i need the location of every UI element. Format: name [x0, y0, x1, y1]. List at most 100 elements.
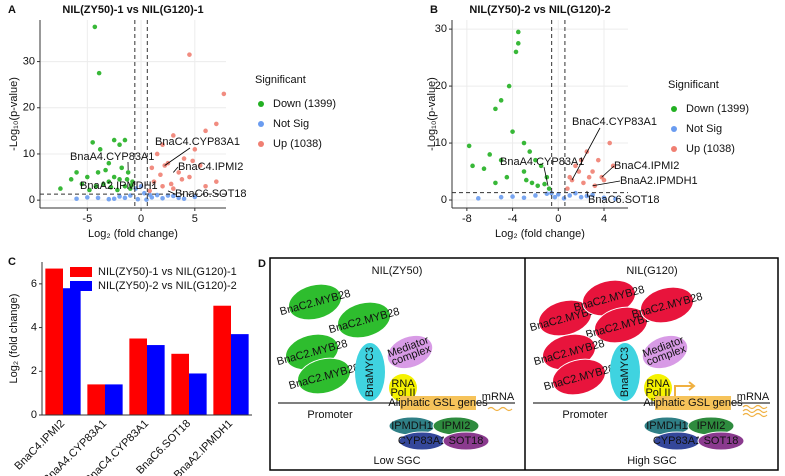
protein-shape: [552, 358, 606, 396]
panel-title: NIL(ZY50): [372, 265, 423, 277]
data-point: [181, 156, 187, 161]
y-tick-label: 20: [435, 80, 447, 92]
protein-shape: [297, 357, 351, 395]
annotation-pointer: [601, 165, 615, 178]
data-point: [504, 174, 510, 180]
data-point: [535, 183, 541, 189]
annotation: BnaC4.IPMI2: [178, 161, 243, 173]
bar: [213, 305, 231, 415]
data-point: [523, 177, 529, 183]
y-axis-label: Log₂ (fold change): [8, 294, 20, 384]
protein-label: RNA: [646, 378, 670, 390]
data-point: [117, 177, 122, 182]
annotation: BnaC4.CYP83A1: [155, 136, 240, 148]
y-tick-label: 2: [31, 365, 37, 377]
annotation-pointer: [151, 183, 155, 187]
legend-marker: [258, 121, 264, 127]
data-point: [221, 91, 227, 97]
data-point: [601, 195, 607, 201]
data-point: [176, 170, 181, 175]
annotation-pointer: [571, 127, 601, 181]
data-point: [108, 184, 114, 190]
annotation-pointer: [592, 180, 621, 187]
annotation: BnaA2.IPMDH1: [80, 180, 158, 192]
data-point: [203, 183, 208, 189]
mrna-label: mRNA: [482, 391, 515, 403]
data-point: [475, 196, 481, 201]
panel-letter: D: [258, 258, 266, 270]
data-point: [573, 163, 578, 169]
data-point: [96, 70, 102, 76]
panel-footer: High SGC: [627, 455, 677, 467]
data-point: [187, 174, 192, 180]
data-point: [106, 160, 112, 166]
protein-shape: [288, 283, 342, 321]
data-point: [79, 181, 85, 187]
annotation-pointer: [173, 166, 179, 173]
y-tick-label: 10: [435, 137, 447, 149]
data-point: [130, 179, 135, 184]
data-point: [103, 167, 108, 173]
mrna-wave: [742, 408, 768, 414]
protein-label: Pol II: [390, 387, 415, 399]
x-tick-label: -5: [82, 213, 92, 225]
diagram-frame: [269, 257, 779, 471]
data-point: [154, 192, 160, 198]
y-tick-label: 0: [441, 194, 447, 206]
data-point: [171, 186, 176, 191]
legend-label: Not Sig: [273, 118, 309, 130]
data-point: [214, 179, 219, 184]
data-point: [117, 142, 122, 148]
data-point: [68, 177, 74, 182]
data-point: [203, 128, 208, 134]
data-point: [578, 194, 584, 200]
x-axis-label: Log₂ (fold change): [88, 228, 178, 240]
annotation: BnaC6.SOT18: [175, 188, 247, 200]
data-point: [581, 180, 586, 186]
legend-label: Up (1038): [686, 143, 735, 155]
data-point: [510, 129, 515, 134]
legend-label: Down (1399): [273, 98, 336, 110]
data-point: [533, 193, 538, 198]
data-point: [595, 157, 601, 163]
data-point: [115, 187, 120, 193]
data-point: [533, 157, 538, 163]
enzyme-label: IPMDH1: [391, 420, 433, 432]
y-tick-label: 30: [435, 23, 447, 35]
annotation-pointer: [164, 147, 191, 166]
data-point: [187, 52, 192, 57]
data-point: [487, 152, 493, 157]
data-point: [154, 151, 160, 157]
y-tick-label: 20: [23, 102, 35, 114]
data-point: [192, 147, 198, 152]
data-point: [586, 174, 592, 180]
data-point: [521, 195, 527, 201]
data-point: [565, 186, 570, 191]
bar: [147, 345, 165, 415]
data-point: [542, 181, 547, 187]
annotation: BnaA4.CYP83A1: [70, 151, 154, 163]
data-point: [92, 24, 98, 30]
enzyme-label: CYP83A1: [398, 435, 446, 447]
x-tick-label: 5: [192, 213, 198, 225]
data-point: [85, 174, 90, 180]
rna-pol-ii: [389, 374, 417, 402]
enzyme: [697, 431, 745, 451]
data-point: [176, 195, 181, 201]
data-point: [498, 194, 504, 200]
chart-title: NIL(ZY50)-1 vs NIL(G120)-1: [62, 4, 203, 16]
data-point: [95, 195, 101, 201]
mrna-wave: [742, 404, 768, 410]
data-point: [160, 195, 165, 201]
x-tick-label: -4: [508, 213, 518, 225]
data-point: [144, 197, 149, 202]
data-point: [124, 177, 130, 182]
data-point: [181, 196, 187, 202]
data-point: [513, 49, 519, 55]
data-point: [493, 180, 498, 186]
y-tick-label: 30: [23, 55, 35, 67]
myc3-protein: [355, 343, 385, 401]
data-point: [74, 196, 79, 202]
annotation: BnaC4.IPMI2: [614, 160, 679, 172]
protein-label: BnaMYC3: [619, 347, 631, 397]
